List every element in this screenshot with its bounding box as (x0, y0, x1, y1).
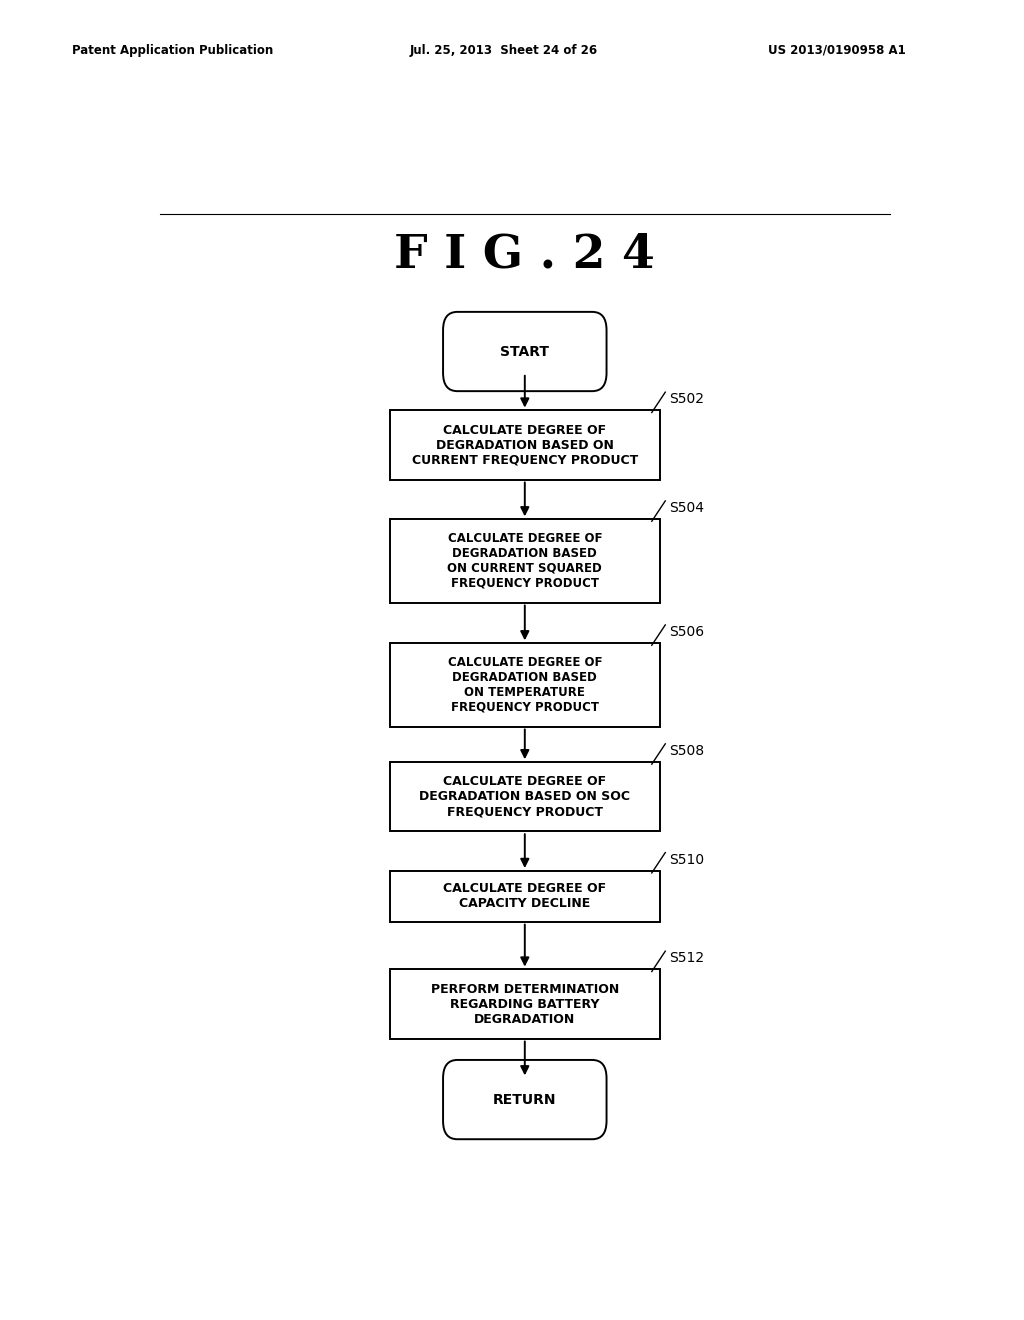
FancyBboxPatch shape (390, 411, 659, 479)
Text: CALCULATE DEGREE OF
DEGRADATION BASED ON
CURRENT FREQUENCY PRODUCT: CALCULATE DEGREE OF DEGRADATION BASED ON… (412, 424, 638, 466)
FancyBboxPatch shape (390, 762, 659, 832)
Text: CALCULATE DEGREE OF
DEGRADATION BASED
ON TEMPERATURE
FREQUENCY PRODUCT: CALCULATE DEGREE OF DEGRADATION BASED ON… (447, 656, 602, 714)
FancyBboxPatch shape (443, 1060, 606, 1139)
Text: S508: S508 (670, 744, 705, 758)
Text: Jul. 25, 2013  Sheet 24 of 26: Jul. 25, 2013 Sheet 24 of 26 (410, 44, 598, 57)
Text: S512: S512 (670, 952, 705, 965)
Text: CALCULATE DEGREE OF
DEGRADATION BASED
ON CURRENT SQUARED
FREQUENCY PRODUCT: CALCULATE DEGREE OF DEGRADATION BASED ON… (447, 532, 602, 590)
Text: RETURN: RETURN (493, 1093, 557, 1106)
Text: CALCULATE DEGREE OF
CAPACITY DECLINE: CALCULATE DEGREE OF CAPACITY DECLINE (443, 882, 606, 911)
Text: US 2013/0190958 A1: US 2013/0190958 A1 (768, 44, 906, 57)
Text: S510: S510 (670, 853, 705, 867)
Text: S506: S506 (670, 626, 705, 639)
FancyBboxPatch shape (390, 969, 659, 1039)
Text: START: START (501, 345, 549, 359)
Text: CALCULATE DEGREE OF
DEGRADATION BASED ON SOC
FREQUENCY PRODUCT: CALCULATE DEGREE OF DEGRADATION BASED ON… (419, 775, 631, 818)
Text: Patent Application Publication: Patent Application Publication (72, 44, 273, 57)
Text: S504: S504 (670, 502, 705, 515)
Text: F I G . 2 4: F I G . 2 4 (394, 232, 655, 279)
FancyBboxPatch shape (390, 871, 659, 921)
FancyBboxPatch shape (390, 643, 659, 726)
FancyBboxPatch shape (390, 519, 659, 602)
Text: PERFORM DETERMINATION
REGARDING BATTERY
DEGRADATION: PERFORM DETERMINATION REGARDING BATTERY … (431, 982, 618, 1026)
Text: S502: S502 (670, 392, 705, 407)
FancyBboxPatch shape (443, 312, 606, 391)
